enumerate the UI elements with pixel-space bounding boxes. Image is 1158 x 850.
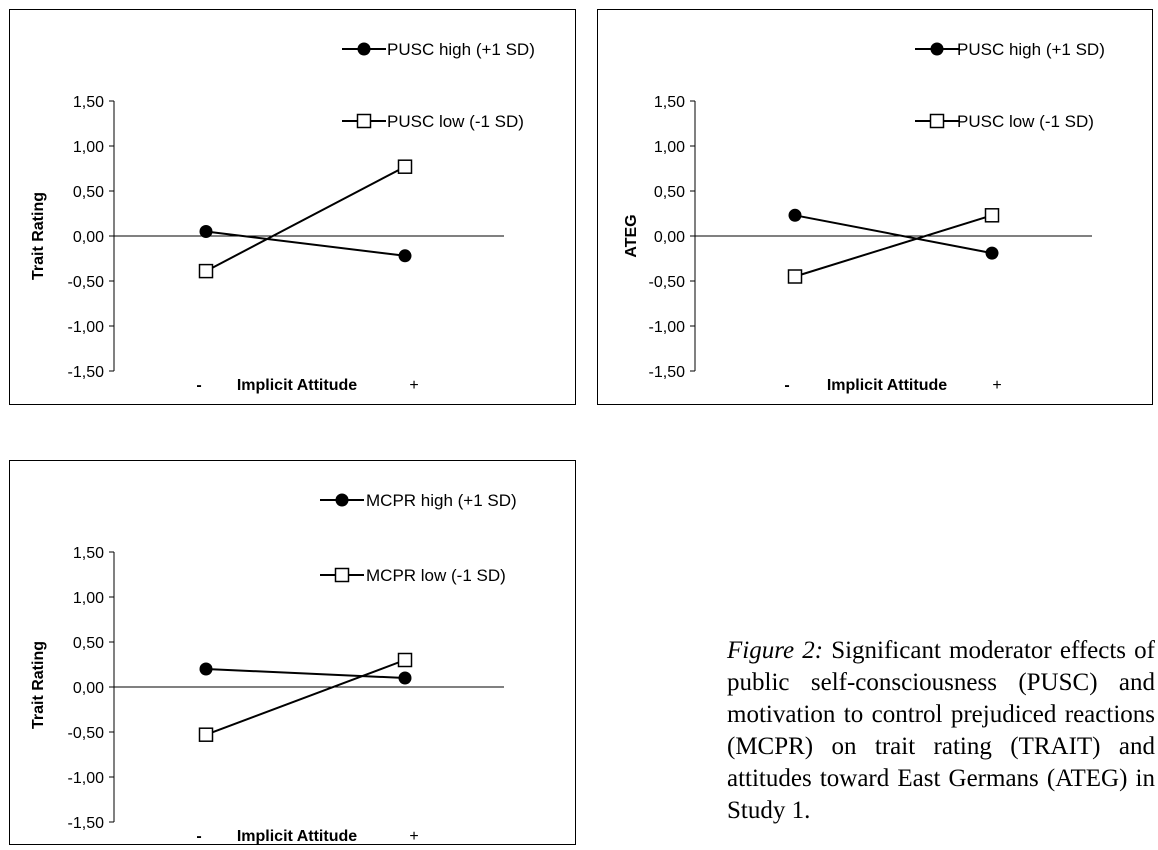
chart-border [9, 460, 576, 845]
series-line [794, 214, 993, 255]
data-point [199, 662, 213, 676]
y-tick-label: -1,50 [68, 815, 105, 832]
legend-marker [335, 493, 349, 507]
x-axis-title: Implicit Attitude [827, 377, 947, 394]
y-tick-label: 0,50 [654, 184, 685, 201]
y-axis-title: Trait Rating [30, 192, 47, 280]
y-tick-label: -1,00 [68, 770, 105, 787]
y-tick-label: -1,00 [649, 319, 686, 336]
y-axis-title: ATEG [623, 214, 640, 257]
data-point [397, 652, 413, 668]
chart-trait-rating-pusc: 1,50 1,00 0,50 0,00 -0,50 -1,00 -1,50 Trait Rat… [9, 9, 576, 405]
series-line [205, 659, 406, 736]
legend-label: PUSC low (-1 SD) [957, 112, 1094, 131]
series-line [205, 230, 406, 257]
chart-ateg-pusc: 1,50 1,00 0,50 0,00 -0,50 -1,00 -1,50 ATEG - Impl… [597, 9, 1153, 405]
x-low-label: - [196, 828, 201, 845]
y-tick-label: 1,50 [654, 94, 685, 111]
x-high-label: + [409, 828, 418, 845]
legend-label: MCPR high (+1 SD) [366, 491, 517, 510]
y-tick-label: -1,50 [68, 364, 105, 381]
data-point [398, 249, 412, 263]
y-axis-title: Trait Rating [30, 641, 47, 729]
y-tick-label: -0,50 [68, 725, 105, 742]
legend-label: PUSC low (-1 SD) [387, 112, 524, 131]
data-point [397, 159, 413, 174]
data-point [984, 208, 1000, 223]
y-tick-label: 1,00 [73, 139, 104, 156]
y-tick-label: -1,00 [68, 319, 105, 336]
x-low-label: - [196, 377, 201, 394]
chart-border [9, 9, 576, 405]
data-point [198, 263, 214, 279]
chart-svg: 1,50 1,00 0,50 0,00 -0,50 -1,00 -1,50 Trait Rat… [9, 460, 576, 845]
chart-border [597, 9, 1153, 405]
x-low-label: - [784, 377, 789, 394]
series-line [205, 668, 406, 679]
legend-label: PUSC high (+1 SD) [387, 40, 535, 59]
caption-text: Significant moderator effects of public … [727, 637, 1155, 824]
series-line [794, 214, 993, 278]
y-tick-label: -0,50 [68, 274, 105, 291]
y-tick-label: 0,50 [73, 184, 104, 201]
x-high-label: + [992, 377, 1001, 394]
figure-caption: Figure 2: Significant moderator effects … [727, 635, 1155, 827]
y-tick-label: 1,00 [654, 139, 685, 156]
legend-label: MCPR low (-1 SD) [366, 566, 506, 585]
x-axis-title: Implicit Attitude [237, 828, 357, 845]
series-line [205, 165, 406, 272]
x-high-label: + [409, 377, 418, 394]
y-tick-label: 0,00 [73, 680, 104, 697]
data-point [787, 269, 803, 284]
chart-svg: 1,50 1,00 0,50 0,00 -0,50 -1,00 -1,50 Trait Rat… [9, 9, 576, 405]
chart-svg: 1,50 1,00 0,50 0,00 -0,50 -1,00 -1,50 ATEG - Impl… [597, 9, 1153, 405]
legend-marker [334, 567, 350, 583]
y-tick-label: -1,50 [649, 364, 686, 381]
y-tick-label: 1,50 [73, 545, 104, 562]
legend-marker [929, 113, 945, 129]
legend-marker [356, 113, 372, 129]
legend-label: PUSC high (+1 SD) [957, 40, 1105, 59]
data-point [985, 246, 999, 260]
y-tick-label: 0,50 [73, 635, 104, 652]
y-tick-label: 0,00 [654, 229, 685, 246]
y-tick-label: 0,00 [73, 229, 104, 246]
caption-label: Figure 2: [727, 637, 824, 664]
x-axis-title: Implicit Attitude [237, 377, 357, 394]
legend-marker [930, 42, 944, 56]
y-tick-label: -0,50 [649, 274, 686, 291]
legend-marker [357, 42, 371, 56]
data-point [198, 727, 214, 742]
data-point [398, 671, 412, 685]
y-tick-label: 1,50 [73, 94, 104, 111]
data-point [199, 225, 213, 238]
data-point [788, 208, 802, 222]
y-tick-label: 1,00 [73, 590, 104, 607]
chart-trait-rating-mcpr: 1,50 1,00 0,50 0,00 -0,50 -1,00 -1,50 Trait Rat… [9, 460, 576, 845]
